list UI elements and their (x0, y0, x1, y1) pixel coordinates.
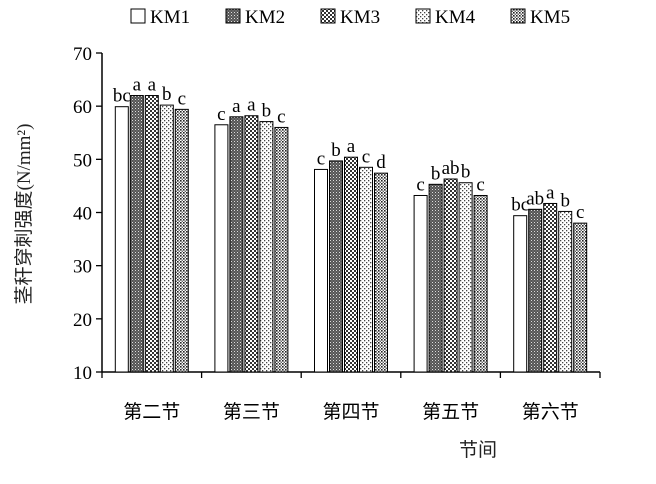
legend-swatch-km5 (510, 8, 526, 24)
x-tick-label: 第三节 (223, 401, 280, 423)
bar-km4 (359, 166, 373, 373)
bar-km5 (573, 222, 588, 373)
bar-km2 (229, 116, 244, 373)
y-tick-label: 30 (73, 257, 92, 278)
bar-km3 (244, 115, 259, 373)
bars (114, 95, 588, 373)
significance-label: b (331, 140, 341, 161)
x-tick-label: 第六节 (522, 401, 579, 423)
bar-km2 (129, 95, 144, 373)
significance-label: b (461, 162, 471, 183)
bar-km4 (159, 104, 174, 373)
bar-km2 (329, 160, 343, 373)
significance-label: b (262, 101, 272, 122)
significance-label: c (178, 88, 186, 109)
y-tick-label: 10 (73, 363, 92, 384)
significance-label: ab (526, 188, 544, 209)
bar-km5 (174, 108, 189, 373)
significance-label: c (362, 146, 370, 167)
significance-label: c (277, 106, 285, 127)
bar-km2 (428, 183, 443, 373)
legend-swatch-km2 (225, 8, 241, 24)
bar-km1 (214, 124, 229, 373)
significance-label: ab (442, 158, 460, 179)
legend-label: KM5 (530, 7, 570, 28)
significance-label: b (560, 190, 570, 211)
bar-km5 (374, 172, 388, 373)
significance-label: b (162, 84, 172, 105)
legend-swatch-km3 (320, 8, 336, 24)
significance-label: c (217, 104, 225, 125)
bar-km4 (458, 182, 473, 373)
bar-km1 (314, 168, 328, 373)
y-tick-label: 20 (73, 310, 92, 331)
bar-km3 (144, 95, 159, 373)
legend-label: KM4 (435, 7, 476, 28)
significance-label: d (376, 152, 386, 173)
y-axis: 10 20 30 40 50 60 70 (73, 44, 103, 384)
x-tick-label: 第四节 (322, 401, 379, 423)
significance-label: bc (511, 195, 529, 216)
bar-km1 (114, 106, 129, 373)
bar-km2 (528, 208, 543, 373)
bar-km4 (558, 210, 573, 373)
significance-label: c (317, 148, 325, 169)
y-axis-title: 茎秆穿刺强度(N/mm²) (13, 124, 35, 305)
bar-km5 (473, 194, 488, 373)
legend-swatch-km4 (415, 8, 431, 24)
legend: KM1 KM2 KM3 KM4 KM5 (130, 7, 570, 28)
significance-label: a (347, 136, 356, 157)
bar-km3 (543, 202, 558, 373)
bar-km3 (344, 156, 358, 373)
y-tick-label: 50 (73, 150, 92, 171)
significance-label: c (416, 174, 424, 195)
legend-swatch-km1 (130, 8, 146, 24)
y-tick-label: 70 (73, 44, 92, 65)
bar-km1 (513, 215, 528, 373)
significance-label: c (576, 202, 584, 223)
x-tick-label: 第五节 (422, 401, 479, 423)
bar-km1 (413, 194, 428, 373)
significance-label: a (247, 95, 256, 116)
bar-km5 (274, 126, 289, 373)
significance-label: a (546, 182, 555, 203)
legend-label: KM3 (340, 7, 380, 28)
legend-label: KM1 (150, 7, 190, 28)
y-tick-label: 60 (73, 97, 92, 118)
x-tick-label: 第二节 (123, 401, 180, 423)
significance-label: c (476, 174, 484, 195)
significance-label: a (232, 96, 241, 117)
x-axis: 第二节 第三节 第四节 第五节 第六节 (101, 371, 601, 423)
legend-label: KM2 (245, 7, 285, 28)
significance-label: b (431, 163, 441, 184)
significance-label: a (148, 75, 157, 96)
significance-label: bc (113, 86, 131, 107)
significance-label: a (133, 75, 142, 96)
bar-km4 (259, 121, 274, 373)
y-tick-label: 40 (73, 204, 92, 225)
x-axis-title: 节间 (459, 439, 497, 461)
bar-km3 (443, 178, 458, 373)
